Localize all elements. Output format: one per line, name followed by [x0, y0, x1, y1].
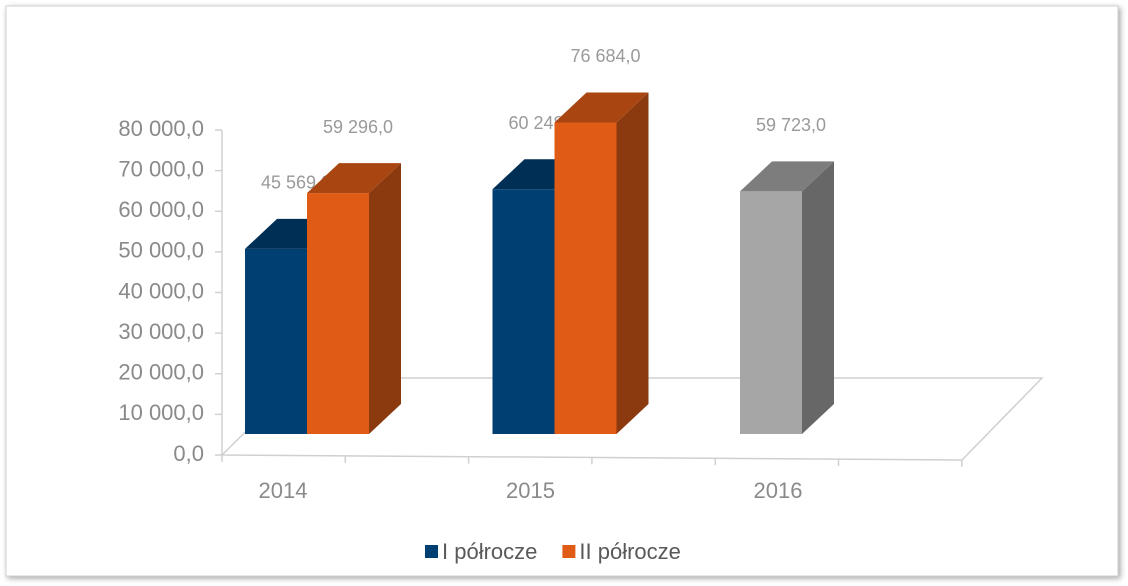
legend-swatch [562, 545, 576, 558]
legend-label: II półrocze [579, 539, 681, 564]
value-label: 76 684,0 [570, 46, 640, 66]
x-tick-label: 2014 [259, 478, 308, 503]
value-label: 59 296,0 [323, 117, 393, 137]
bar-top [307, 163, 401, 194]
bar-top [740, 161, 834, 192]
bar-side [369, 163, 401, 435]
y-tick-label: 20 000,0 [118, 360, 204, 385]
bar-side [802, 161, 834, 434]
bar [245, 248, 307, 434]
y-tick-label: 60 000,0 [118, 197, 204, 222]
bar-side [616, 92, 649, 434]
bar-top [554, 92, 649, 123]
y-tick-label: 40 000,0 [118, 278, 204, 303]
bar [740, 191, 802, 434]
x-tick-label: 2015 [506, 478, 555, 503]
y-tick-label: 0,0 [173, 441, 204, 466]
y-tick-label: 10 000,0 [118, 400, 204, 425]
legend-label: I półrocze [442, 539, 537, 564]
value-label: 59 723,0 [756, 115, 826, 135]
bar [554, 122, 617, 434]
y-tick-label: 70 000,0 [118, 156, 204, 181]
y-tick-label: 50 000,0 [118, 238, 204, 263]
legend-swatch [425, 545, 438, 558]
bar [492, 189, 555, 434]
y-tick-label: 30 000,0 [118, 319, 204, 344]
x-tick-label: 2016 [754, 478, 803, 503]
y-tick-label: 80 000,0 [118, 116, 204, 141]
bar [307, 193, 369, 434]
